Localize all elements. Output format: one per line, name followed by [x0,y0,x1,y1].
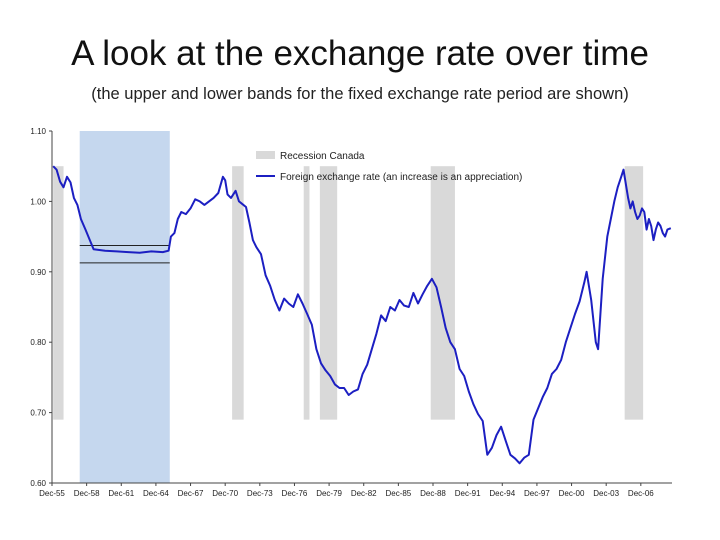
recession-bar [624,166,644,420]
y-tick-label: 0.70 [30,409,46,418]
x-tick-label: Dec-03 [593,489,619,498]
x-tick-label: Dec-97 [524,489,550,498]
chart-background-layer [53,131,644,483]
y-tick-label: 0.80 [30,338,46,347]
x-tick-label: Dec-06 [628,489,654,498]
recession-bar [303,166,310,420]
x-tick-label: Dec-88 [420,489,446,498]
exchange-rate-line [52,165,672,465]
legend-recession-label: Recession Canada [280,151,365,162]
recession-bar [430,166,455,420]
x-tick-label: Dec-55 [39,489,65,498]
page-title: A look at the exchange rate over time [71,34,649,73]
y-tick-label: 1.00 [30,197,46,206]
x-tick-label: Dec-70 [212,489,238,498]
recession-bar [232,166,244,420]
y-tick-label: 0.90 [30,268,46,277]
y-tick-label: 1.10 [30,127,46,136]
x-tick-label: Dec-61 [108,489,134,498]
chart-legend: Recession Canada Foreign exchange rate (… [256,151,522,183]
x-tick-label: Dec-58 [74,489,100,498]
x-tick-label: Dec-79 [316,489,342,498]
y-tick-label: 0.60 [30,479,46,488]
x-tick-label: Dec-73 [247,489,273,498]
x-tick-label: Dec-76 [282,489,308,498]
recession-bar [319,166,338,420]
x-tick-label: Dec-91 [455,489,481,498]
page-subtitle: (the upper and lower bands for the fixed… [91,85,629,103]
x-tick-label: Dec-85 [385,489,411,498]
x-tick-label: Dec-94 [489,489,515,498]
chart-series-layer [52,165,672,465]
x-tick-label: Dec-64 [143,489,169,498]
recession-bar [53,166,64,420]
legend-recession-swatch [256,151,275,159]
fixed-period-shade [79,131,170,483]
x-tick-label: Dec-82 [351,489,377,498]
x-tick-label: Dec-67 [178,489,204,498]
x-tick-label: Dec-00 [559,489,585,498]
legend-line-label: Foreign exchange rate (an increase is an… [280,172,522,183]
